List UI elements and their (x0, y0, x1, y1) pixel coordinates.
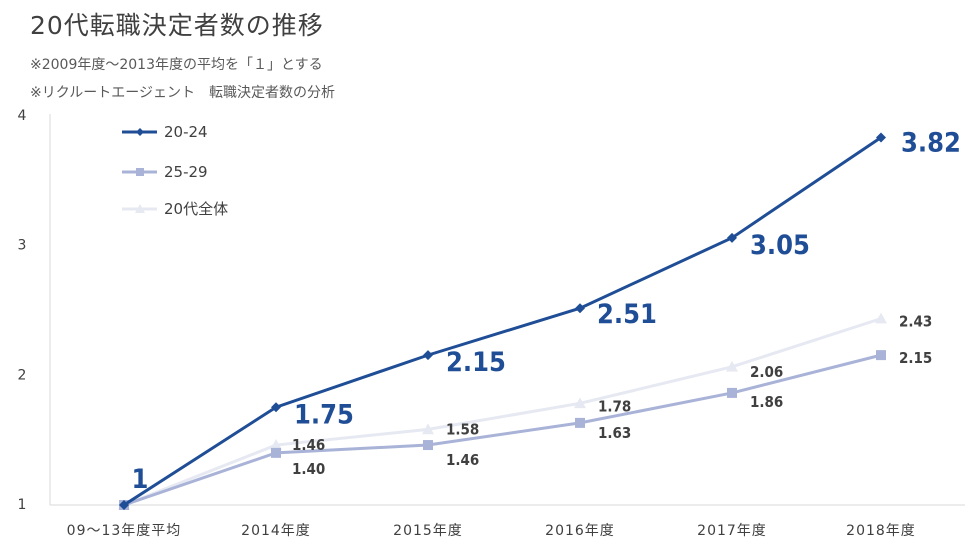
legend-label: 20代全体 (164, 200, 228, 218)
series-line-2 (123, 317, 882, 507)
data-point (271, 402, 281, 413)
y-tick-label: 3 (18, 237, 27, 253)
data-label: 2.51 (597, 299, 657, 330)
data-point (423, 440, 433, 451)
data-point (726, 360, 738, 372)
data-point (271, 447, 281, 458)
data-point (727, 232, 737, 243)
x-tick-label: 2018年度 (846, 523, 916, 539)
data-label: 1.40 (292, 460, 325, 478)
data-label: 2.06 (750, 363, 783, 381)
y-tick-label: 1 (18, 497, 27, 513)
data-point (575, 303, 585, 314)
data-label: 2.43 (899, 313, 932, 331)
data-label: 1.75 (294, 399, 354, 430)
series-line-1 (123, 353, 882, 507)
data-point (876, 350, 886, 361)
chart-title: 20代転職決定者数の推移 (30, 11, 324, 40)
x-tick-label: 09〜13年度平均 (67, 523, 182, 539)
chart-note-source: ※リクルートエージェント 転職決定者数の分析 (30, 85, 336, 101)
data-label: 1 (132, 464, 149, 495)
data-label: 1.63 (598, 424, 631, 442)
data-point (575, 417, 585, 428)
data-label: 2.15 (446, 347, 506, 378)
legend-marker (135, 204, 145, 213)
chart-note-baseline: ※2009年度〜2013年度の平均を「１」とする (30, 57, 323, 73)
data-point (727, 387, 737, 398)
x-tick-label: 2014年度 (241, 523, 311, 539)
legend-label: 25-29 (164, 163, 208, 181)
series-line-0 (123, 136, 882, 507)
data-label: 1.46 (446, 451, 479, 469)
legend-marker (136, 128, 144, 136)
data-point (574, 397, 586, 409)
data-point (876, 132, 886, 143)
legend-label: 20-24 (164, 123, 208, 141)
data-label: 3.05 (750, 230, 810, 261)
data-point (422, 423, 434, 435)
y-tick-label: 4 (18, 108, 27, 124)
data-label: 1.78 (598, 397, 631, 415)
data-point (423, 350, 433, 361)
data-point (875, 312, 887, 324)
data-label: 2.15 (899, 349, 932, 367)
data-label: 3.82 (901, 127, 961, 158)
x-tick-label: 2016年度 (545, 523, 615, 539)
data-label: 1.46 (292, 436, 325, 454)
legend-marker (136, 168, 144, 176)
x-tick-label: 2015年度 (393, 523, 463, 539)
data-label: 1.86 (750, 393, 783, 411)
x-tick-label: 2017年度 (697, 523, 767, 539)
data-point (119, 500, 129, 510)
data-label: 1.58 (446, 420, 479, 438)
data-point (270, 439, 282, 450)
y-tick-label: 2 (18, 368, 27, 384)
